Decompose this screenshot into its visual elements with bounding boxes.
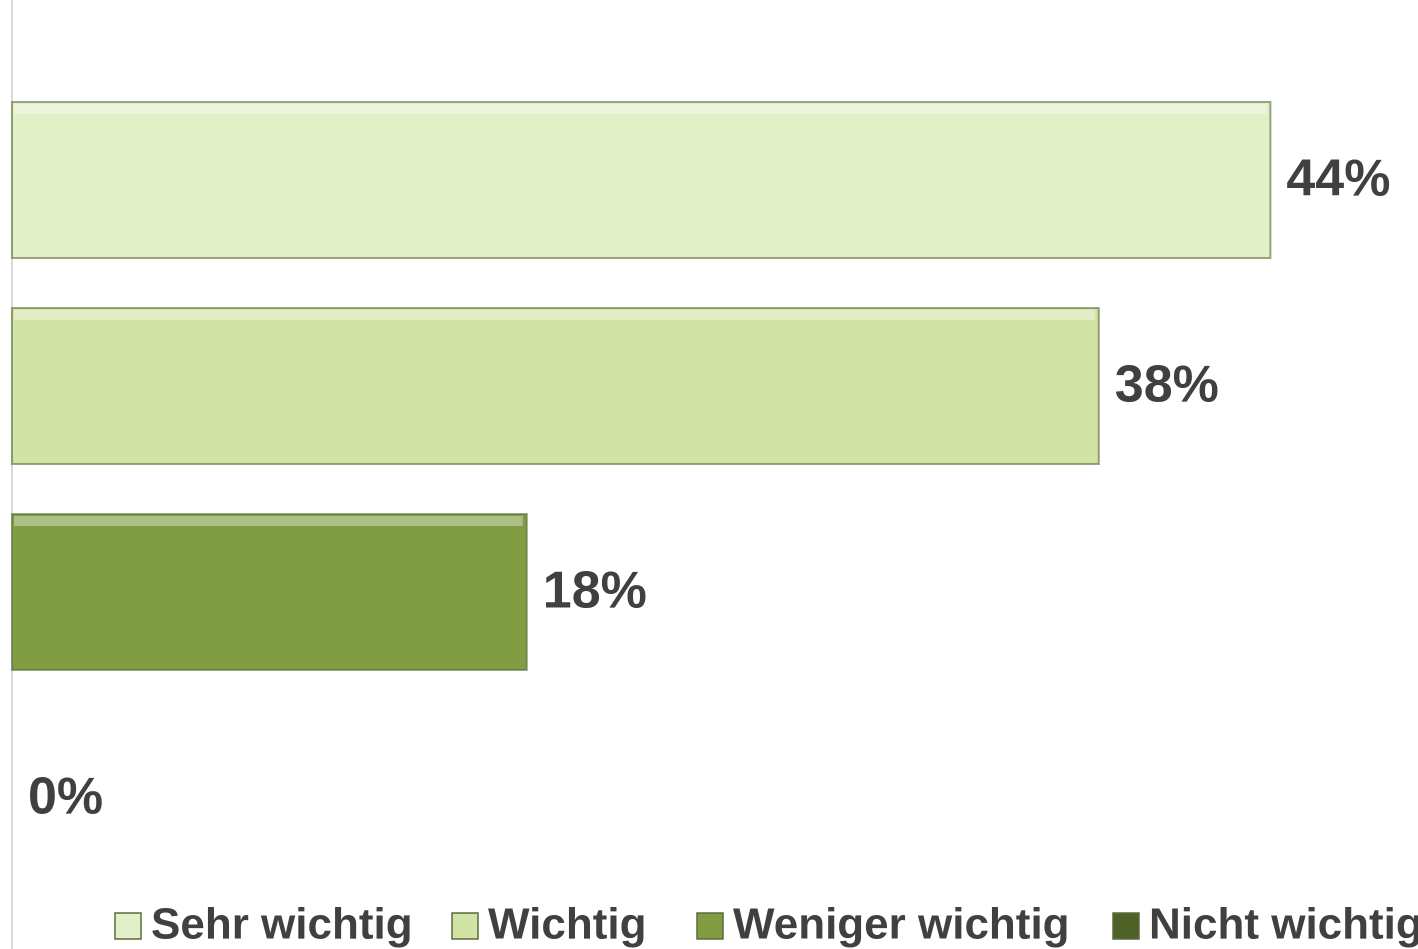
bar xyxy=(11,513,528,671)
bar-highlight xyxy=(14,516,523,526)
legend-label: Weniger wichtig xyxy=(733,900,1070,949)
legend-label: Wichtig xyxy=(488,900,646,949)
bar-highlight xyxy=(14,310,1095,320)
data-label: 38% xyxy=(1115,356,1219,414)
bar xyxy=(11,307,1100,465)
legend-swatch xyxy=(696,912,724,940)
data-label: 18% xyxy=(543,562,647,620)
bar xyxy=(11,101,1272,259)
legend-swatch xyxy=(114,912,142,940)
legend-label: Sehr wichtig xyxy=(151,900,413,949)
data-label: 44% xyxy=(1286,150,1390,208)
data-label: 0% xyxy=(28,768,103,826)
bar-highlight xyxy=(14,104,1267,114)
legend-label: Nicht wichtig xyxy=(1149,900,1418,949)
legend-swatch xyxy=(1112,912,1140,940)
legend-swatch xyxy=(451,912,479,940)
